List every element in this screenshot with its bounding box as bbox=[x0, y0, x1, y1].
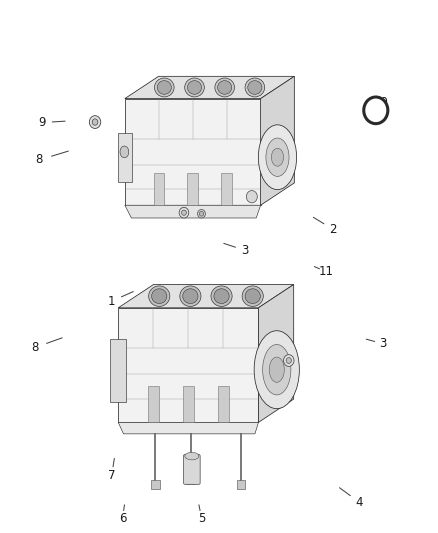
Ellipse shape bbox=[181, 210, 186, 215]
Ellipse shape bbox=[263, 344, 291, 395]
Ellipse shape bbox=[218, 80, 232, 94]
Text: 10: 10 bbox=[374, 96, 389, 109]
Ellipse shape bbox=[246, 191, 257, 203]
Ellipse shape bbox=[187, 80, 201, 94]
FancyBboxPatch shape bbox=[218, 386, 229, 422]
Ellipse shape bbox=[155, 78, 174, 97]
Ellipse shape bbox=[283, 354, 294, 366]
Ellipse shape bbox=[92, 119, 98, 125]
Ellipse shape bbox=[269, 357, 284, 382]
Polygon shape bbox=[125, 99, 261, 205]
Ellipse shape bbox=[254, 330, 299, 409]
FancyBboxPatch shape bbox=[222, 173, 232, 205]
Ellipse shape bbox=[185, 453, 199, 460]
Polygon shape bbox=[261, 76, 294, 205]
Ellipse shape bbox=[258, 125, 297, 190]
Ellipse shape bbox=[211, 286, 232, 306]
Polygon shape bbox=[125, 205, 261, 218]
FancyBboxPatch shape bbox=[153, 173, 164, 205]
Ellipse shape bbox=[214, 289, 229, 303]
Ellipse shape bbox=[242, 286, 263, 306]
Ellipse shape bbox=[157, 80, 171, 94]
Text: 3: 3 bbox=[380, 337, 387, 350]
Text: 7: 7 bbox=[108, 469, 116, 482]
Ellipse shape bbox=[367, 101, 384, 119]
Ellipse shape bbox=[120, 146, 129, 158]
Polygon shape bbox=[125, 76, 294, 99]
Polygon shape bbox=[118, 422, 258, 434]
Text: 4: 4 bbox=[355, 496, 363, 508]
Text: 3: 3 bbox=[242, 244, 249, 257]
Text: 5: 5 bbox=[198, 512, 205, 524]
Ellipse shape bbox=[215, 78, 234, 97]
Ellipse shape bbox=[183, 289, 198, 303]
Ellipse shape bbox=[148, 286, 170, 306]
Text: 6: 6 bbox=[119, 512, 127, 524]
Ellipse shape bbox=[89, 116, 101, 128]
FancyBboxPatch shape bbox=[186, 475, 195, 484]
Ellipse shape bbox=[266, 138, 289, 176]
Ellipse shape bbox=[286, 358, 291, 364]
Text: 11: 11 bbox=[319, 265, 334, 278]
Ellipse shape bbox=[364, 97, 388, 124]
Text: 8: 8 bbox=[32, 341, 39, 354]
Ellipse shape bbox=[271, 148, 283, 166]
FancyBboxPatch shape bbox=[184, 455, 200, 484]
Ellipse shape bbox=[152, 289, 167, 303]
Polygon shape bbox=[118, 285, 293, 308]
Polygon shape bbox=[258, 285, 293, 422]
FancyBboxPatch shape bbox=[110, 339, 126, 402]
Text: 8: 8 bbox=[36, 154, 43, 166]
Ellipse shape bbox=[198, 209, 205, 218]
Ellipse shape bbox=[179, 207, 189, 218]
FancyBboxPatch shape bbox=[187, 173, 198, 205]
Text: 1: 1 bbox=[108, 295, 116, 308]
Ellipse shape bbox=[245, 78, 265, 97]
FancyBboxPatch shape bbox=[148, 386, 159, 422]
Ellipse shape bbox=[245, 289, 260, 303]
Text: 9: 9 bbox=[38, 116, 46, 129]
Polygon shape bbox=[118, 308, 258, 422]
Ellipse shape bbox=[199, 211, 204, 216]
FancyBboxPatch shape bbox=[183, 386, 194, 422]
Ellipse shape bbox=[180, 286, 201, 306]
FancyBboxPatch shape bbox=[118, 133, 132, 182]
Text: 2: 2 bbox=[329, 223, 337, 236]
Ellipse shape bbox=[248, 80, 262, 94]
FancyBboxPatch shape bbox=[151, 480, 160, 489]
FancyBboxPatch shape bbox=[237, 480, 245, 489]
Ellipse shape bbox=[185, 78, 204, 97]
